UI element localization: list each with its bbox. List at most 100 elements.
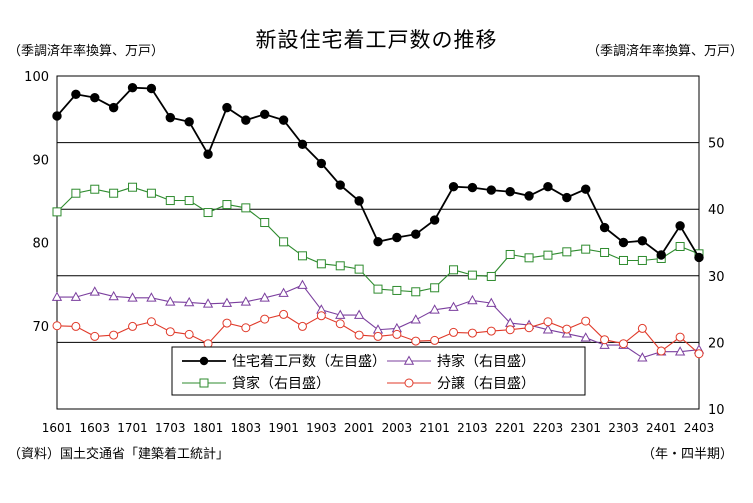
data-point — [467, 328, 477, 338]
data-point — [637, 323, 647, 333]
source-note: （資料）国土交通省「建築着工統計」 — [8, 447, 230, 462]
data-point — [240, 296, 251, 306]
data-point — [146, 83, 157, 94]
data-point — [618, 237, 629, 248]
data-point — [543, 317, 553, 327]
data-point — [241, 115, 251, 125]
data-point — [109, 330, 119, 340]
data-point — [165, 296, 176, 306]
data-point — [222, 318, 232, 328]
data-point — [524, 191, 534, 201]
data-point — [222, 102, 232, 113]
data-point — [184, 196, 194, 206]
data-point — [52, 321, 62, 331]
legend-label: 住宅着工戸数（左目盛） — [232, 354, 386, 370]
data-point — [260, 314, 270, 324]
data-point — [297, 139, 308, 149]
data-point — [467, 270, 477, 280]
legend-box — [171, 346, 586, 396]
data-point — [52, 111, 62, 121]
data-point — [184, 117, 194, 127]
data-point — [165, 112, 175, 123]
data-point — [108, 290, 119, 301]
data-point — [486, 326, 496, 336]
data-point — [448, 301, 459, 311]
x-tick-label: 2203 — [533, 421, 564, 435]
y-right-tick-label: 10 — [708, 403, 725, 418]
data-point — [52, 207, 62, 217]
data-point — [449, 265, 459, 275]
data-point — [354, 330, 364, 340]
data-point — [335, 261, 345, 271]
data-point — [373, 331, 383, 341]
data-point — [241, 323, 251, 333]
data-point — [543, 182, 553, 192]
data-point — [279, 237, 289, 247]
y-left-tick-label: 90 — [32, 153, 49, 168]
data-point — [675, 221, 685, 231]
x-tick-label: 1801 — [193, 421, 224, 435]
data-point — [279, 309, 289, 319]
data-point — [543, 250, 553, 260]
data-point — [297, 251, 307, 261]
x-tick-label: 2103 — [457, 421, 488, 435]
data-point — [505, 187, 515, 197]
x-tick-label: 2101 — [419, 421, 450, 435]
data-point — [637, 236, 648, 246]
legend-marker — [403, 355, 415, 365]
x-tick-label: 1803 — [231, 421, 262, 435]
data-point — [316, 311, 326, 321]
data-point — [392, 329, 402, 339]
data-point — [581, 244, 591, 254]
data-point — [562, 247, 572, 257]
data-point — [165, 327, 175, 337]
data-point — [70, 291, 82, 301]
data-point — [449, 327, 459, 337]
legend-marker — [199, 378, 209, 388]
data-point — [90, 331, 100, 341]
data-point — [221, 297, 233, 307]
data-point — [486, 185, 496, 195]
data-point — [486, 297, 497, 307]
data-point — [184, 329, 194, 339]
y-left-tick-label: 70 — [32, 320, 49, 335]
data-point — [335, 180, 345, 190]
legend-marker — [404, 378, 414, 388]
x-tick-label: 1701 — [117, 421, 148, 435]
data-point — [392, 232, 402, 243]
data-point — [353, 309, 365, 319]
data-point — [599, 222, 610, 233]
data-point — [51, 291, 63, 301]
data-point — [618, 255, 628, 265]
data-point — [203, 208, 213, 218]
data-point — [90, 92, 100, 103]
x-tick-label: 2003 — [382, 421, 413, 435]
y-right-tick-label: 20 — [708, 336, 725, 351]
data-point — [411, 229, 421, 239]
y-left-tick-label: 80 — [32, 237, 49, 252]
data-point — [430, 283, 440, 293]
x-tick-label: 1601 — [42, 421, 73, 435]
plot-frame — [56, 75, 700, 410]
data-point — [260, 218, 270, 228]
data-point — [637, 255, 647, 265]
data-point — [600, 247, 610, 257]
data-point — [260, 109, 270, 119]
data-point — [373, 236, 383, 247]
data-point — [430, 335, 440, 345]
data-point — [505, 249, 515, 259]
y-right-tick-label: 50 — [708, 137, 725, 152]
data-point — [392, 285, 402, 295]
data-point — [562, 324, 572, 334]
legend-marker — [199, 356, 209, 366]
data-point — [108, 102, 119, 113]
y-right-tick-label: 30 — [708, 270, 725, 285]
data-point — [297, 321, 307, 331]
data-point — [656, 346, 666, 356]
data-point — [241, 203, 251, 213]
data-point — [448, 182, 459, 192]
x-tick-label: 2201 — [495, 421, 526, 435]
data-point — [505, 325, 515, 335]
data-point — [600, 335, 610, 345]
